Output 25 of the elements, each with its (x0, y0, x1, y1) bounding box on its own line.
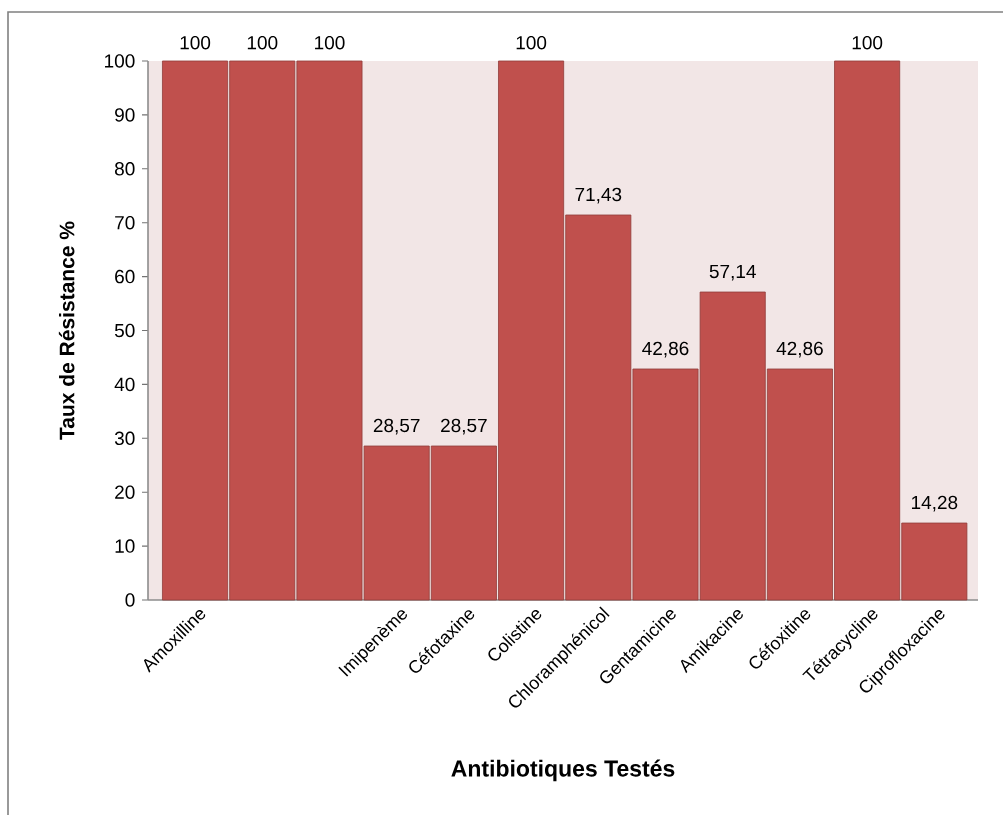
y-tick-label: 70 (115, 215, 135, 230)
data-label: 71,43 (575, 187, 622, 204)
data-label: 100 (247, 35, 278, 50)
y-tick-label: 50 (114, 323, 135, 338)
y-tick-label: 100 (105, 54, 135, 68)
data-label: 28,57 (373, 418, 420, 435)
y-tick-label: 30 (114, 431, 135, 446)
y-tick-label: 10 (115, 539, 135, 553)
data-label: 42,86 (776, 341, 823, 358)
data-label: 14,28 (911, 495, 958, 512)
y-tick-label: 40 (114, 377, 135, 392)
data-label: 28,57 (441, 418, 487, 435)
data-label: 100 (180, 35, 211, 50)
data-label: 100 (852, 35, 883, 50)
x-axis-title: Antibiotiques Testés (451, 759, 675, 782)
data-label: 100 (516, 35, 547, 50)
data-label: 42,86 (642, 341, 689, 358)
data-label: 100 (315, 35, 345, 50)
y-tick-label: 20 (115, 485, 135, 499)
y-tick-label: 60 (115, 269, 135, 284)
y-tick-label: 0 (125, 593, 135, 607)
y-tick-label: 90 (115, 108, 135, 122)
data-label: 57,14 (709, 264, 756, 281)
y-axis-title: Taux de Résistance % (58, 221, 75, 440)
y-tick-label: 80 (115, 162, 135, 176)
